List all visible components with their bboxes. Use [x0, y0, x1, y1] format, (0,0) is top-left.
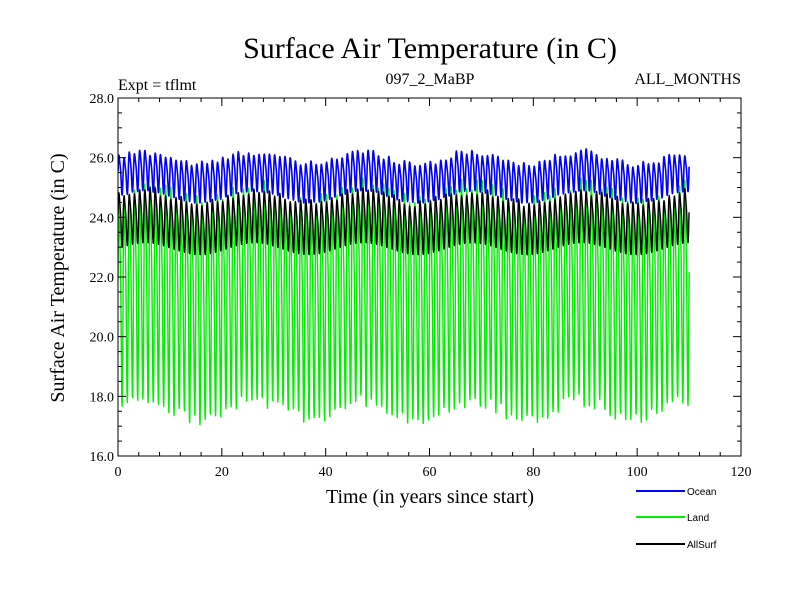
- series-line-land: [118, 177, 690, 426]
- legend-label-ocean: Ocean: [687, 487, 716, 498]
- y-tick-label: 22.0: [90, 271, 115, 286]
- subtitle-experiment: Expt = tflmt: [118, 77, 197, 94]
- legend-label-allsurf: AllSurf: [687, 540, 717, 551]
- chart-title: Surface Air Temperature (in C): [243, 32, 617, 65]
- series-line-ocean: [118, 148, 690, 205]
- y-tick-label: 20.0: [90, 331, 115, 346]
- y-tick-label: 24.0: [90, 211, 115, 226]
- x-tick-label: 80: [526, 465, 540, 480]
- y-tick-label: 18.0: [90, 390, 115, 405]
- y-tick-label: 28.0: [90, 92, 115, 107]
- y-axis-label: Surface Air Temperature (in C): [47, 153, 69, 402]
- subtitle-period: 097_2_MaBP: [386, 71, 475, 88]
- x-tick-label: 20: [215, 465, 229, 480]
- x-tick-label: 120: [731, 465, 752, 480]
- x-axis-label: Time (in years since start): [326, 486, 534, 508]
- legend: Ocean Land AllSurf: [636, 487, 717, 551]
- x-tick-label: 0: [115, 465, 122, 480]
- y-tick-label: 26.0: [90, 152, 115, 167]
- y-tick-label: 16.0: [90, 450, 115, 465]
- subtitle-months: ALL_MONTHS: [634, 71, 741, 88]
- x-tick-label: 60: [423, 465, 437, 480]
- x-tick-label: 100: [627, 465, 648, 480]
- series-group: [118, 148, 690, 426]
- series-line-allsurf: [118, 186, 690, 256]
- legend-label-land: Land: [687, 513, 709, 524]
- x-tick-label: 40: [319, 465, 333, 480]
- axes-group: 0 20 40 60 80 100 120 16.0 18.0 20.0 22.0 24.0 26.0 2…: [90, 92, 752, 480]
